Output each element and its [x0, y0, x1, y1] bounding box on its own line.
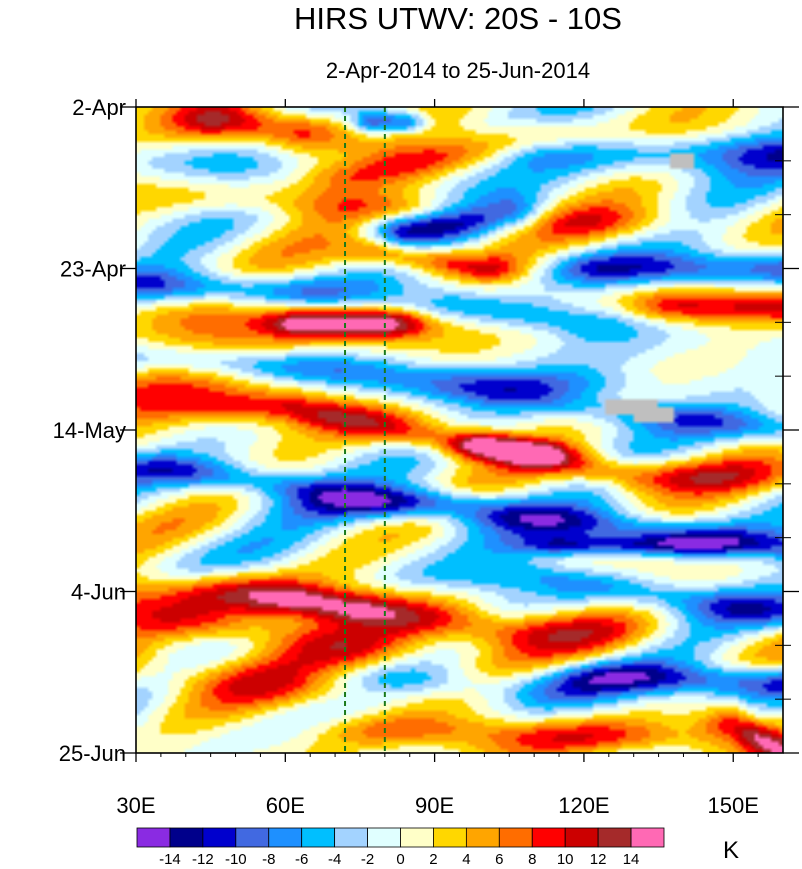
x-tick-label: 90E: [415, 793, 454, 818]
colorbar-swatch: [564, 827, 599, 848]
colorbar-swatch: [433, 827, 467, 848]
x-tick-label: 150E: [708, 793, 759, 818]
colorbar-tick-label: 14: [623, 851, 640, 868]
colorbar-swatch: [465, 827, 500, 848]
colorbar: -14 -12 -10 -8 -6 -4 -2 0 2 4 6 8 10 12 14: [136, 827, 665, 868]
colorbar-swatch: [301, 827, 336, 848]
colorbar-swatch: [367, 827, 401, 848]
colorbar-swatch: [268, 827, 303, 848]
x-tick-label: 30E: [116, 793, 155, 818]
colorbar-swatch: [334, 827, 368, 848]
colorbar-tick-label: -8: [262, 851, 275, 868]
y-tick-label: 2-Apr: [72, 95, 126, 120]
colorbar-swatch: [597, 827, 632, 848]
axes: 30E 60E 90E 120E 150E 2-Apr 23-Apr 14-May 4-Jun 2…: [53, 95, 799, 818]
colorbar-swatch: [136, 827, 171, 848]
colorbar-swatch: [400, 827, 434, 848]
colorbar-swatch: [202, 827, 237, 848]
colorbar-tick-label: 4: [462, 851, 470, 868]
colorbar-swatch: [169, 827, 204, 848]
colorbar-tick-label: -14: [159, 851, 181, 868]
colorbar-tick-label: 12: [590, 851, 607, 868]
colorbar-units: K: [723, 837, 739, 864]
y-tick-label: 23-Apr: [60, 257, 126, 282]
colorbar-tick-label: 10: [557, 851, 574, 868]
contour-field: [136, 107, 783, 753]
chart-subtitle: 2-Apr-2014 to 25-Jun-2014: [326, 58, 590, 83]
colorbar-tick-label: -12: [192, 851, 214, 868]
x-tick-label: 120E: [558, 793, 609, 818]
colorbar-swatch: [235, 827, 270, 848]
colorbar-tick-label: -10: [225, 851, 247, 868]
plot-area: [136, 107, 783, 753]
y-tick-label: 14-May: [53, 418, 126, 443]
colorbar-tick-label: 0: [396, 851, 404, 868]
colorbar-tick-label: -4: [328, 851, 341, 868]
colorbar-tick-label: 2: [429, 851, 437, 868]
colorbar-swatch: [630, 827, 665, 848]
colorbar-tick-label: -6: [295, 851, 308, 868]
colorbar-swatch: [531, 827, 566, 848]
chart-title: HIRS UTWV: 20S - 10S: [294, 1, 622, 36]
colorbar-tick-label: -2: [361, 851, 374, 868]
y-tick-label: 25-Jun: [59, 741, 126, 766]
colorbar-tick-label: 6: [495, 851, 503, 868]
y-tick-label: 4-Jun: [71, 580, 126, 605]
x-tick-label: 60E: [266, 793, 305, 818]
colorbar-tick-label: 8: [528, 851, 536, 868]
colorbar-swatch: [498, 827, 533, 848]
